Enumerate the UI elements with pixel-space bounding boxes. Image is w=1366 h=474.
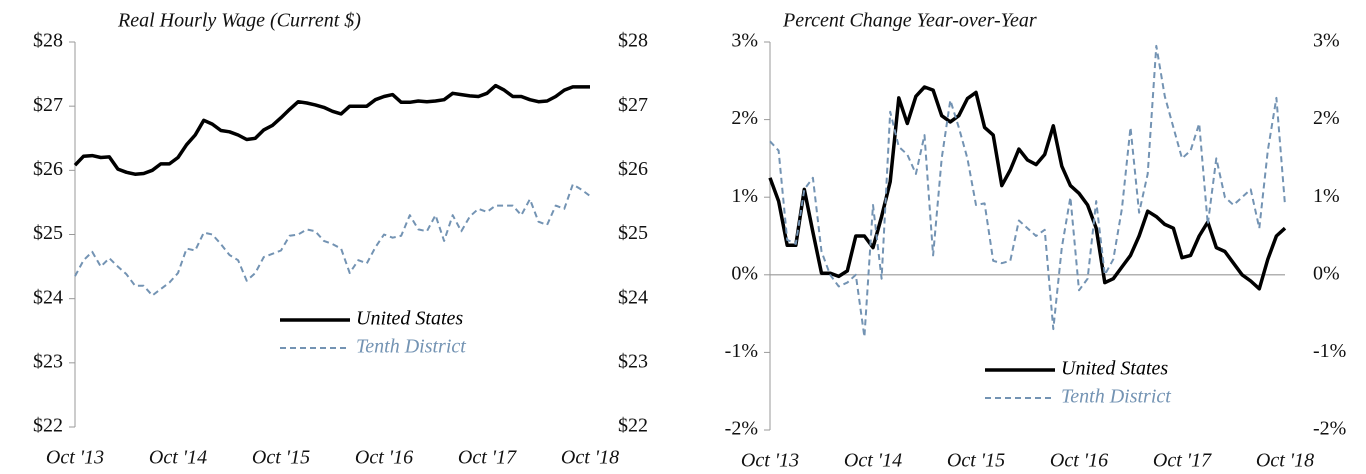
y-tick-label: $22 [33, 415, 63, 437]
y-tick-label: $24 [33, 286, 63, 308]
x-tick-label: Oct '16 [1050, 450, 1108, 472]
y-tick-label: 2% [731, 107, 758, 129]
chart-title: Real Hourly Wage (Current $) [117, 10, 361, 32]
legend-label: United States [356, 308, 463, 330]
x-tick-label: Oct '15 [947, 450, 1005, 472]
legend-label: United States [1061, 358, 1168, 380]
y2-tick-label: 0% [1313, 262, 1340, 284]
y2-tick-label: $25 [618, 222, 648, 244]
series-line [74, 183, 591, 297]
x-tick-label: Oct '14 [149, 447, 207, 469]
y-tick-label: 0% [731, 262, 758, 284]
y2-tick-label: $27 [618, 94, 648, 116]
y-tick-label: 1% [731, 185, 758, 207]
y-tick-label: $27 [33, 94, 63, 116]
y2-tick-label: 2% [1313, 107, 1340, 129]
legend-label: Tenth District [1061, 386, 1171, 408]
x-tick-label: Oct '18 [1256, 450, 1314, 472]
x-tick-label: Oct '13 [741, 450, 799, 472]
y-tick-label: $28 [33, 30, 63, 52]
y2-tick-label: -2% [1313, 418, 1346, 440]
series-line [73, 83, 590, 176]
x-tick-label: Oct '13 [46, 447, 104, 469]
y-tick-label: $23 [33, 350, 63, 372]
y2-tick-label: $24 [618, 286, 648, 308]
series-line [768, 85, 1287, 291]
y-tick-label: -1% [725, 340, 758, 362]
y2-tick-label: 1% [1313, 185, 1340, 207]
x-tick-label: Oct '18 [561, 447, 619, 469]
x-tick-label: Oct '17 [1153, 450, 1212, 472]
series-line [769, 44, 1286, 338]
y2-tick-label: $23 [618, 350, 648, 372]
y-tick-label: 3% [731, 30, 758, 52]
y-tick-label: -2% [725, 418, 758, 440]
y2-tick-label: $28 [618, 30, 648, 52]
y-tick-label: $26 [33, 158, 63, 180]
y2-tick-label: $22 [618, 415, 648, 437]
x-tick-label: Oct '14 [844, 450, 902, 472]
x-tick-label: Oct '16 [355, 447, 413, 469]
y-tick-label: $25 [33, 222, 63, 244]
x-tick-label: Oct '17 [458, 447, 517, 469]
legend-label: Tenth District [356, 336, 466, 358]
y2-tick-label: 3% [1313, 30, 1340, 52]
y2-tick-label: -1% [1313, 340, 1346, 362]
y2-tick-label: $26 [618, 158, 648, 180]
x-tick-label: Oct '15 [252, 447, 310, 469]
chart-title: Percent Change Year-over-Year [782, 10, 1037, 32]
